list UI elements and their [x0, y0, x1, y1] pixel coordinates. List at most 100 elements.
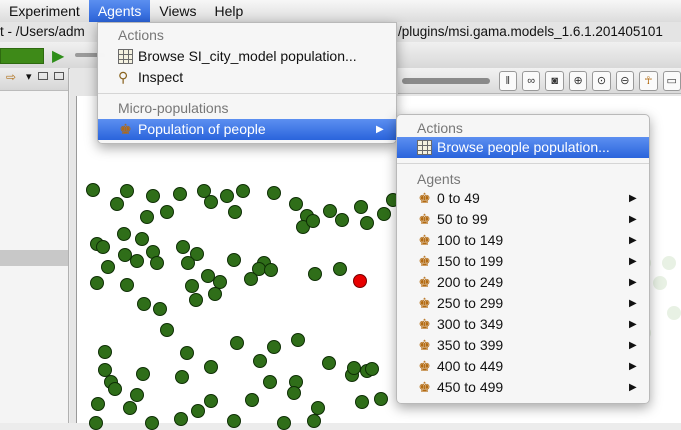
speed-slider[interactable]	[75, 53, 105, 57]
agent-dot[interactable]	[135, 232, 149, 246]
agent-dot[interactable]	[204, 360, 218, 374]
agent-dot[interactable]	[190, 247, 204, 261]
agent-dot[interactable]	[322, 356, 336, 370]
agent-dot[interactable]	[180, 346, 194, 360]
menu-experiment[interactable]: Experiment	[9, 3, 80, 19]
agent-dot[interactable]	[306, 214, 320, 228]
agent-dot[interactable]	[130, 388, 144, 402]
agent-dot[interactable]	[244, 272, 258, 286]
agent-dot[interactable]	[137, 297, 151, 311]
agent-dot[interactable]	[150, 256, 164, 270]
selected-agent-dot[interactable]	[353, 274, 367, 288]
agent-dot[interactable]	[108, 382, 122, 396]
agent-dot[interactable]	[333, 262, 347, 276]
agent-dot[interactable]	[140, 210, 154, 224]
agent-dot[interactable]	[354, 200, 368, 214]
agent-dot[interactable]	[136, 367, 150, 381]
agent-dot[interactable]	[228, 205, 242, 219]
agent-dot[interactable]	[263, 375, 277, 389]
agent-dot[interactable]	[267, 340, 281, 354]
agent-dot[interactable]	[86, 183, 100, 197]
agent-range-item[interactable]: ♚ 200 to 249 ▶	[397, 272, 649, 293]
agent-dot[interactable]	[227, 253, 241, 267]
agent-dot[interactable]	[123, 401, 137, 415]
agent-dot[interactable]	[145, 416, 159, 430]
agent-dot[interactable]	[291, 333, 305, 347]
agent-dot[interactable]	[176, 240, 190, 254]
agent-range-item[interactable]: ♚ 400 to 449 ▶	[397, 356, 649, 377]
agent-dot[interactable]	[160, 323, 174, 337]
agent-dot[interactable]	[253, 354, 267, 368]
agent-dot[interactable]	[277, 416, 291, 430]
agent-dot[interactable]	[91, 397, 105, 411]
agent-dot[interactable]	[377, 207, 391, 221]
agent-dot[interactable]	[236, 184, 250, 198]
agent-range-item[interactable]: ♚ 0 to 49 ▶	[397, 188, 649, 209]
agent-range-item[interactable]: ♚ 250 to 299 ▶	[397, 293, 649, 314]
maximize-icon[interactable]	[54, 72, 64, 80]
agent-dot[interactable]	[146, 189, 160, 203]
browse-population-item[interactable]: Browse SI_city_model population...	[98, 46, 396, 67]
zoom-out-icon[interactable]: ⊖	[615, 70, 635, 91]
agent-dot[interactable]	[117, 227, 131, 241]
selected-tree-row[interactable]	[0, 250, 68, 266]
agent-range-item[interactable]: ♚ 300 to 349 ▶	[397, 314, 649, 335]
agent-dot[interactable]	[96, 240, 110, 254]
zoom-fit-icon[interactable]: ⊙	[592, 70, 611, 91]
inspect-item[interactable]: ⚲ Inspect	[98, 67, 396, 88]
collapse-icon[interactable]: ⇨	[6, 70, 17, 84]
agent-dot[interactable]	[185, 279, 199, 293]
agent-dot[interactable]	[230, 336, 244, 350]
agent-dot[interactable]	[204, 394, 218, 408]
population-of-people-item[interactable]: ♚ Population of people ▶	[98, 119, 396, 140]
agent-dot[interactable]	[289, 197, 303, 211]
agent-dot[interactable]	[174, 412, 188, 426]
agent-dot[interactable]	[264, 263, 278, 277]
menu-agents[interactable]: Agents	[88, 0, 151, 22]
timeline-track[interactable]	[402, 77, 490, 84]
agent-range-item[interactable]: ♚ 100 to 149 ▶	[397, 230, 649, 251]
agent-dot[interactable]	[204, 195, 218, 209]
agent-dot[interactable]	[355, 395, 369, 409]
agent-dot[interactable]	[153, 302, 167, 316]
agent-range-item[interactable]: ♚ 50 to 99 ▶	[397, 209, 649, 230]
link-icon[interactable]: ∞	[522, 70, 541, 91]
camera-icon[interactable]: ◙	[545, 70, 564, 91]
browse-people-item[interactable]: Browse people population...	[397, 137, 649, 158]
agent-range-item[interactable]: ♚ 450 to 499 ▶	[397, 377, 649, 398]
agent-dot[interactable]	[323, 204, 337, 218]
agent-dot[interactable]	[287, 386, 301, 400]
agent-dot[interactable]	[98, 345, 112, 359]
menu-help[interactable]: Help	[214, 3, 244, 19]
agent-dot[interactable]	[175, 370, 189, 384]
view-menu-icon[interactable]: ▾	[26, 71, 32, 83]
agent-dot[interactable]	[189, 293, 203, 307]
agent-dot[interactable]	[220, 189, 234, 203]
agent-dot[interactable]	[191, 404, 205, 418]
agent-dot[interactable]	[181, 256, 195, 270]
agent-dot[interactable]	[120, 278, 134, 292]
pause-icon[interactable]: ‖	[498, 70, 518, 91]
agent-dot[interactable]	[89, 416, 103, 430]
agent-dot[interactable]	[90, 276, 104, 290]
agent-dot[interactable]	[208, 287, 222, 301]
agent-dot[interactable]	[173, 187, 187, 201]
agent-range-item[interactable]: ♚ 350 to 399 ▶	[397, 335, 649, 356]
agent-dot[interactable]	[308, 267, 322, 281]
agent-dot[interactable]	[110, 197, 124, 211]
agent-dot[interactable]	[307, 414, 321, 428]
agent-dot[interactable]	[311, 401, 325, 415]
agent-dot[interactable]	[130, 254, 144, 268]
menu-views[interactable]: Views	[159, 3, 197, 19]
minimize-icon[interactable]	[38, 72, 48, 80]
agent-dot[interactable]	[120, 184, 134, 198]
agent-dot[interactable]	[101, 260, 115, 274]
agent-dot[interactable]	[160, 205, 174, 219]
agent-dot[interactable]	[360, 216, 374, 230]
agent-dot[interactable]	[374, 392, 388, 406]
agent-dot[interactable]	[267, 186, 281, 200]
agent-dot[interactable]	[227, 414, 241, 428]
agent-dot[interactable]	[347, 361, 361, 375]
layout-icon[interactable]: ▭	[662, 70, 681, 91]
agent-dot[interactable]	[245, 393, 259, 407]
